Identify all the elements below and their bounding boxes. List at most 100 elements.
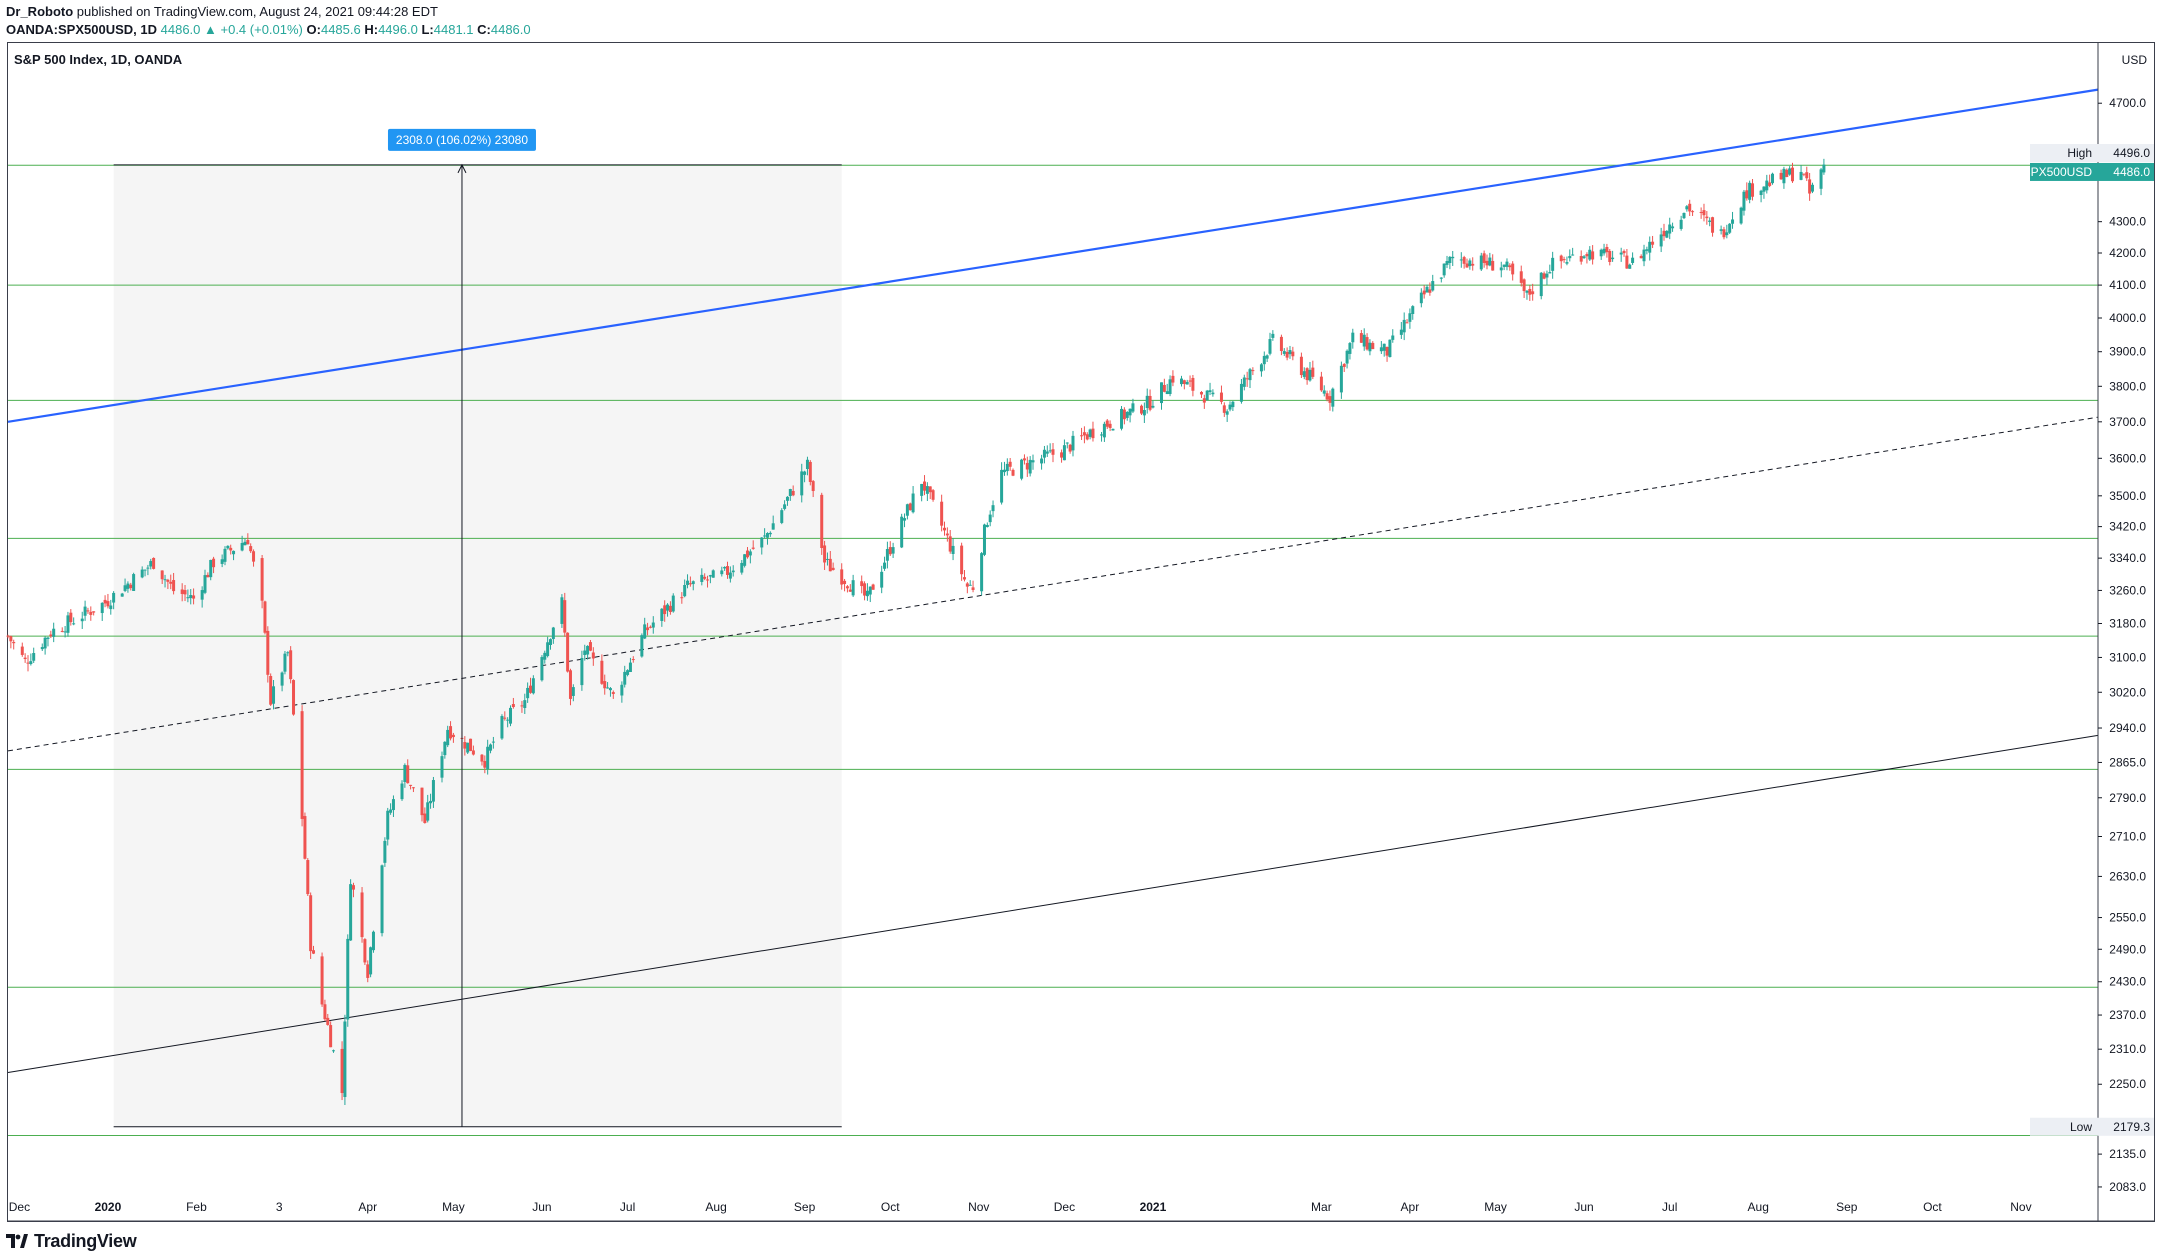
candle-body [1299, 356, 1303, 376]
candle-body [1322, 390, 1326, 394]
author-name[interactable]: Dr_Roboto [6, 4, 74, 19]
candle-body [666, 604, 670, 611]
candle-body [623, 671, 627, 685]
candle-body [1351, 332, 1355, 343]
candle-body [1145, 395, 1149, 409]
candle-body [1222, 405, 1226, 413]
candle-body [1459, 259, 1463, 261]
candle-body [1219, 392, 1223, 402]
candle [1485, 254, 1489, 270]
candle [26, 655, 30, 672]
candle-body [1639, 256, 1643, 259]
candle [1508, 263, 1512, 271]
symbol-name[interactable]: OANDA:SPX500USD, 1D [6, 22, 157, 37]
candle [1131, 398, 1135, 414]
candle-body [663, 605, 667, 615]
candle [1711, 216, 1715, 237]
candle [1088, 428, 1092, 440]
candle [1762, 186, 1766, 199]
candle [1671, 222, 1675, 232]
candle-body [800, 471, 804, 496]
candle-body [606, 687, 610, 689]
candle [748, 549, 752, 564]
published-text: published on TradingView.com, August 24,… [76, 4, 438, 19]
date-range-box[interactable] [113, 164, 842, 1127]
candle [1148, 389, 1152, 412]
candle-body [1142, 409, 1146, 416]
brand-name[interactable]: TradingView [34, 1230, 137, 1251]
candle [765, 532, 769, 545]
candle [186, 589, 190, 603]
candle-body [920, 483, 924, 496]
candle [1668, 217, 1672, 240]
time-tick-label: 3 [276, 1200, 283, 1214]
channel-lower-line[interactable] [7, 734, 2099, 1073]
candle [1648, 236, 1652, 261]
candle-body [803, 471, 807, 475]
candle [885, 541, 889, 569]
candle [531, 675, 535, 695]
candle [1745, 182, 1749, 201]
candle [688, 576, 692, 587]
candle [6, 634, 10, 639]
candle-body [1002, 469, 1006, 473]
candle [1551, 251, 1555, 279]
candle [1385, 346, 1389, 362]
candle-body [9, 636, 13, 642]
candle-body [252, 551, 256, 562]
candle-body [720, 570, 724, 575]
candle-body [203, 575, 207, 593]
candle [608, 687, 612, 697]
candle-body [1625, 255, 1629, 269]
candle [868, 586, 872, 603]
candle-body [1628, 264, 1632, 269]
candle [1411, 305, 1415, 320]
candle [312, 945, 316, 955]
candle [1279, 334, 1283, 356]
candle [928, 486, 932, 500]
candle-body [548, 639, 552, 645]
candle [980, 551, 984, 596]
candle-body [1239, 383, 1243, 402]
candle-body [269, 675, 273, 705]
candle-body [86, 610, 90, 612]
candle [506, 717, 510, 728]
price-tick-label: 3800.0 [2109, 379, 2146, 393]
channel-middle-line[interactable] [7, 416, 2099, 752]
candle [1751, 178, 1755, 201]
candle [1522, 278, 1526, 299]
candle-body [868, 586, 872, 595]
candle [1748, 180, 1752, 204]
candle [663, 600, 667, 622]
low-value: 4481.1 [433, 22, 474, 37]
candle-body [471, 750, 475, 755]
candle-body [1471, 263, 1475, 266]
candle [611, 690, 615, 699]
candle [871, 583, 875, 590]
candle [1631, 252, 1635, 265]
candle [1328, 390, 1332, 411]
candle [1582, 255, 1586, 259]
candle [389, 803, 393, 815]
candle-body [180, 589, 184, 594]
price-tick-label: 2083.0 [2109, 1180, 2146, 1194]
candle [1231, 400, 1235, 412]
candle [489, 743, 493, 754]
channel-upper-line[interactable] [7, 88, 2099, 423]
candle-body [848, 589, 852, 592]
candle-body [1051, 449, 1055, 455]
candle [449, 721, 453, 741]
candle [1362, 328, 1366, 351]
candle [1688, 199, 1692, 217]
candle-body [160, 570, 164, 580]
candle [1308, 361, 1312, 382]
candle-body [1091, 428, 1095, 439]
candle [43, 636, 47, 655]
candle-body [940, 501, 944, 526]
candle-body [92, 611, 96, 613]
candle [1539, 272, 1543, 300]
candle-body [526, 687, 530, 699]
candle [1428, 282, 1432, 296]
candle [548, 638, 552, 650]
